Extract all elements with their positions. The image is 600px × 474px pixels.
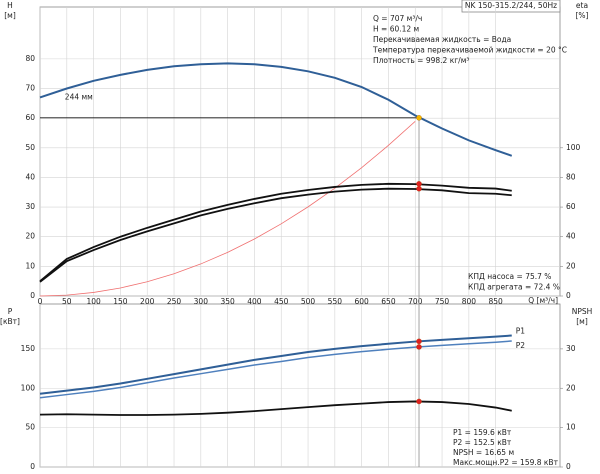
y-tick-label: 50 [25, 423, 35, 432]
series-label: 244 мм [65, 93, 93, 102]
curve [39, 182, 512, 282]
x-tick-label: 850 [489, 297, 504, 306]
chart-title: NK 150-315.2/244, 50Hz [465, 1, 557, 10]
y2-tick-label: 20 [566, 383, 576, 392]
x-tick-label: 650 [381, 297, 396, 306]
y2-axis-unit: [м] [576, 317, 588, 326]
x-tick-label: 300 [194, 297, 209, 306]
y-axis-label: H [7, 1, 13, 10]
y-tick-label: 70 [25, 84, 35, 93]
x-tick-label: 350 [220, 297, 235, 306]
curve [39, 187, 512, 283]
curve [39, 121, 416, 297]
power-annotation: P2 = 152.5 кВт [453, 438, 512, 447]
y2-tick-label: 80 [566, 172, 576, 181]
duty-annotation: Q = 707 м³/ч [373, 14, 422, 23]
operating-point [416, 185, 422, 192]
curve [39, 62, 513, 157]
x-tick-label: 0 [38, 297, 43, 306]
y-tick-label: 50 [25, 143, 35, 152]
duty-annotation: H = 60.12 м [373, 25, 419, 34]
y-axis-unit: [м] [4, 11, 16, 20]
curve [39, 334, 512, 395]
series-label: P2 [516, 341, 526, 350]
x-tick-label: 100 [86, 297, 101, 306]
x-tick-label: 700 [408, 297, 423, 306]
y2-tick-label: 20 [566, 261, 576, 270]
x-tick-label: 500 [301, 297, 316, 306]
y-axis-unit: [кВт] [0, 317, 20, 326]
y2-axis-label: NPSH [572, 307, 593, 316]
y2-tick-label: 0 [566, 291, 571, 300]
efficiency-annotation: КПД насоса = 75.7 % [468, 272, 551, 281]
x-tick-label: 800 [462, 297, 477, 306]
operating-point [416, 338, 422, 345]
x-tick-label: 200 [140, 297, 155, 306]
x-tick-label: 250 [167, 297, 182, 306]
x-tick-label: 600 [354, 297, 369, 306]
operating-point [416, 344, 422, 350]
operating-point [416, 115, 422, 121]
y2-tick-label: 10 [566, 423, 576, 432]
duty-annotation: Плотность = 998.2 кг/м³ [373, 56, 469, 65]
duty-annotation: Температура перекачиваемой жидкости = 20… [372, 46, 567, 55]
y-tick-label: 60 [25, 113, 35, 122]
x-tick-label: 550 [328, 297, 343, 306]
y-tick-label: 100 [21, 383, 36, 392]
operating-point [416, 398, 422, 405]
y2-tick-label: 30 [566, 344, 576, 353]
y2-axis-unit: [%] [576, 11, 589, 20]
y-tick-label: 80 [25, 54, 35, 63]
duty-annotation: Перекачиваемая жидкость = Вода [373, 35, 511, 44]
curve [39, 400, 512, 416]
efficiency-annotation: КПД агрегата = 72.4 % [468, 283, 560, 292]
x-tick-label: 450 [274, 297, 289, 306]
y2-tick-label: 100 [566, 143, 581, 152]
x-tick-label: 150 [113, 297, 128, 306]
y-tick-label: 10 [25, 261, 35, 270]
y-tick-label: 40 [25, 172, 35, 181]
power-annotation: P1 = 159.6 кВт [453, 428, 512, 437]
y2-tick-label: 60 [566, 202, 576, 211]
x-axis-label: Q [м³/ч] [528, 296, 558, 305]
y-tick-label: 30 [25, 202, 35, 211]
curve [39, 340, 512, 399]
y-tick-label: 20 [25, 232, 35, 241]
y2-axis-label: eta [576, 1, 588, 10]
y2-tick-label: 40 [566, 232, 576, 241]
y-tick-label: 0 [30, 462, 35, 471]
power-annotation: NPSH = 16.65 м [453, 448, 514, 457]
y-axis-label: P [8, 307, 13, 316]
y2-tick-label: 0 [566, 462, 571, 471]
y-tick-label: 0 [30, 291, 35, 300]
operating-point [416, 181, 422, 187]
y-tick-label: 150 [21, 344, 36, 353]
x-tick-label: 400 [247, 297, 262, 306]
power-annotation: Макс.мощн.P2 = 159.8 кВт [453, 458, 559, 467]
title-box [461, 0, 561, 13]
series-label: P1 [516, 326, 526, 335]
x-tick-label: 750 [435, 297, 450, 306]
x-tick-label: 50 [62, 297, 72, 306]
